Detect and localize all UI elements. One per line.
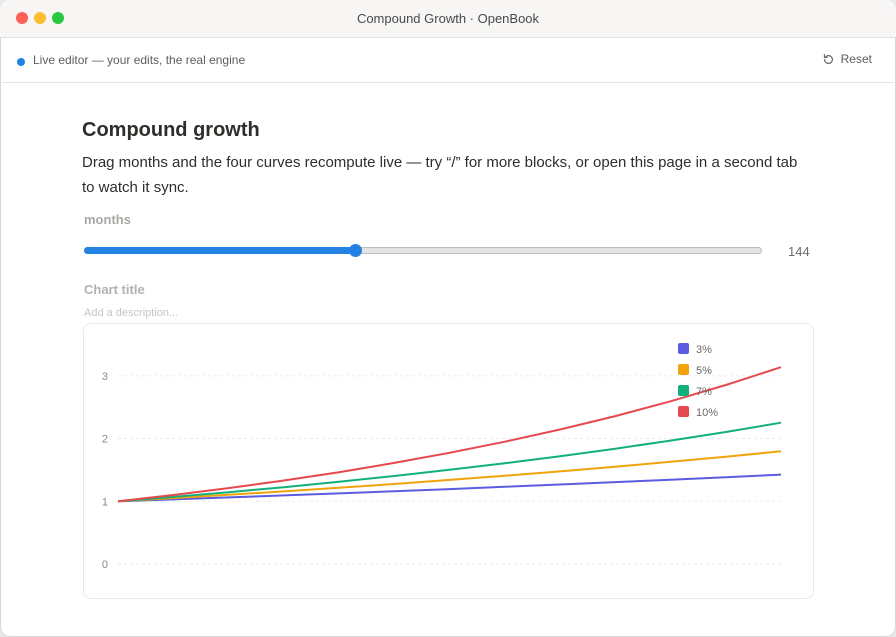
months-value: 144 (788, 244, 810, 259)
months-slider[interactable] (84, 244, 762, 257)
chart-description-input[interactable]: Add a description... (84, 307, 179, 319)
legend-swatch (678, 406, 689, 417)
legend-label: 7% (696, 386, 712, 398)
y-tick-label: 2 (102, 434, 108, 446)
live-status-text: Live editor — your edits, the real engin… (33, 53, 246, 67)
y-tick-label: 0 (102, 559, 108, 571)
months-slider-fill (84, 247, 356, 254)
line-chart: 0 1 2 3 3% 5% 7% 10% (102, 343, 782, 571)
chart-title-input[interactable]: Chart title (84, 282, 145, 297)
page-title[interactable]: Compound growth (82, 119, 260, 141)
legend-swatch (678, 343, 689, 354)
slider-label: months (84, 212, 131, 227)
series-line-7pct (117, 421, 782, 503)
minimize-window-button[interactable] (34, 12, 46, 24)
y-tick-label: 1 (102, 496, 108, 508)
live-status-dot (17, 58, 25, 66)
legend-label: 10% (696, 407, 718, 419)
page-content: Compound growth Drag months and the four… (82, 117, 813, 200)
series-line-10pct (117, 366, 782, 503)
reset-label: Reset (840, 52, 872, 66)
months-slider-thumb[interactable] (349, 244, 363, 257)
series-line-5pct (117, 450, 782, 503)
y-tick-label: 3 (102, 371, 108, 383)
window-title: Compound Growth · OpenBook (356, 11, 540, 26)
close-window-button[interactable] (16, 12, 28, 24)
legend-swatch (678, 364, 689, 375)
title-bar: Compound Growth · OpenBook (0, 0, 896, 38)
reset-button[interactable]: Reset (822, 52, 872, 66)
series-line-3pct (117, 473, 782, 503)
page-description[interactable]: Drag months and the four curves recomput… (82, 154, 798, 196)
legend-label: 5% (696, 365, 712, 377)
chart-card: 0 1 2 3 3% 5% 7% 10% (83, 323, 814, 599)
legend-swatch (678, 385, 689, 396)
editor-toolbar: Live editor — your edits, the real engin… (0, 38, 896, 83)
reset-icon (823, 53, 833, 64)
zoom-window-button[interactable] (52, 12, 64, 24)
legend-label: 3% (696, 344, 712, 356)
